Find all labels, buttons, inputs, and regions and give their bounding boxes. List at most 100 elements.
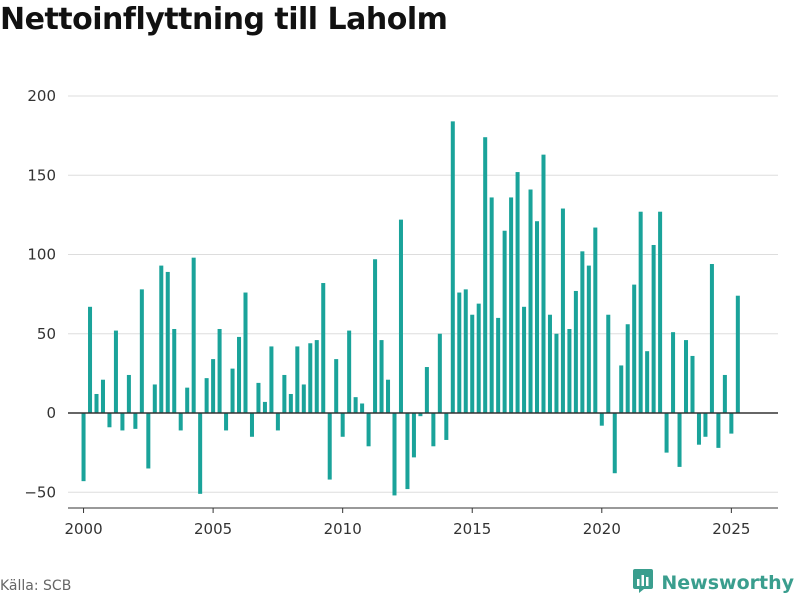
bar bbox=[573, 290, 578, 413]
bar bbox=[580, 251, 585, 413]
bar bbox=[515, 172, 520, 413]
brand-logo[interactable]: Newsworthy bbox=[631, 568, 794, 598]
bar bbox=[88, 306, 93, 413]
bar bbox=[295, 346, 300, 413]
bar bbox=[282, 374, 287, 413]
bar bbox=[411, 413, 416, 458]
x-tick-label: 2010 bbox=[324, 520, 362, 538]
bar bbox=[107, 413, 112, 428]
bar bbox=[237, 336, 242, 413]
bar bbox=[94, 393, 99, 413]
bar bbox=[729, 413, 734, 434]
bar bbox=[554, 333, 559, 413]
bar bbox=[120, 413, 125, 431]
bar bbox=[606, 314, 611, 413]
bar bbox=[165, 271, 170, 413]
bar bbox=[347, 330, 352, 413]
bar bbox=[178, 413, 183, 431]
bar bbox=[612, 413, 617, 474]
bar bbox=[340, 413, 345, 437]
bar bbox=[133, 413, 138, 429]
y-tick-label: 200 bbox=[27, 87, 56, 105]
bar bbox=[334, 359, 339, 413]
bar bbox=[599, 413, 604, 426]
bar bbox=[502, 230, 507, 413]
x-tick-label: 2025 bbox=[712, 520, 750, 538]
bar bbox=[398, 219, 403, 413]
bar bbox=[684, 340, 689, 413]
bar bbox=[379, 340, 384, 413]
bar bbox=[224, 413, 229, 431]
y-tick-label: 50 bbox=[37, 325, 56, 343]
bar bbox=[470, 314, 475, 413]
bar bbox=[509, 197, 514, 413]
y-axis-ticks: 200 150 100 50 0 −50 bbox=[24, 87, 56, 501]
chart-title: Nettoinflyttning till Laholm bbox=[0, 2, 448, 37]
bar bbox=[269, 346, 274, 413]
bar bbox=[405, 413, 410, 490]
bar bbox=[360, 403, 365, 413]
bar bbox=[625, 324, 630, 413]
bar bbox=[211, 359, 216, 413]
bar bbox=[735, 295, 740, 413]
bar bbox=[496, 317, 501, 413]
gridlines bbox=[68, 95, 778, 493]
bar-chart-logo-icon bbox=[631, 568, 655, 598]
bar bbox=[535, 221, 540, 413]
bar bbox=[275, 413, 280, 431]
bar bbox=[476, 303, 481, 413]
bar bbox=[424, 367, 429, 413]
bar bbox=[457, 292, 462, 413]
bar bbox=[690, 355, 695, 413]
bar bbox=[619, 365, 624, 413]
y-tick-label: 150 bbox=[27, 166, 56, 184]
bar bbox=[696, 413, 701, 445]
bar-series bbox=[81, 121, 740, 496]
bar bbox=[366, 413, 371, 447]
bar bbox=[386, 379, 391, 413]
bar bbox=[100, 379, 105, 413]
bar bbox=[327, 413, 332, 480]
bar bbox=[593, 227, 598, 413]
bar bbox=[249, 413, 254, 437]
bar bbox=[204, 378, 209, 413]
bar bbox=[522, 306, 527, 413]
x-tick-label: 2000 bbox=[64, 520, 102, 538]
bar bbox=[256, 382, 261, 413]
bar bbox=[567, 328, 572, 413]
bar bbox=[172, 328, 177, 413]
brand-name: Newsworthy bbox=[661, 572, 794, 594]
bar bbox=[483, 137, 488, 413]
bar bbox=[703, 413, 708, 437]
bar bbox=[308, 343, 313, 413]
bar bbox=[671, 332, 676, 413]
bar bbox=[586, 265, 591, 413]
bar bbox=[541, 154, 546, 413]
bar bbox=[450, 121, 455, 414]
bar bbox=[373, 259, 378, 413]
bar bbox=[677, 413, 682, 467]
bar bbox=[463, 289, 468, 413]
bar bbox=[139, 289, 144, 413]
bar bbox=[146, 413, 151, 469]
y-tick-label: −50 bbox=[24, 483, 56, 501]
bar bbox=[722, 374, 727, 413]
bar bbox=[152, 384, 157, 413]
bar bbox=[709, 264, 714, 413]
bar bbox=[314, 340, 319, 413]
y-tick-label: 100 bbox=[27, 246, 56, 264]
bar bbox=[560, 208, 565, 413]
bar bbox=[288, 393, 293, 413]
bar bbox=[392, 413, 397, 496]
bar bbox=[217, 328, 222, 413]
bar bbox=[638, 211, 643, 413]
bar bbox=[632, 284, 637, 413]
bar bbox=[243, 292, 248, 413]
bar bbox=[645, 351, 650, 413]
bar bbox=[81, 413, 86, 482]
bar bbox=[444, 413, 449, 440]
x-tick-label: 2020 bbox=[583, 520, 621, 538]
bar bbox=[301, 384, 306, 413]
bar bbox=[547, 314, 552, 413]
